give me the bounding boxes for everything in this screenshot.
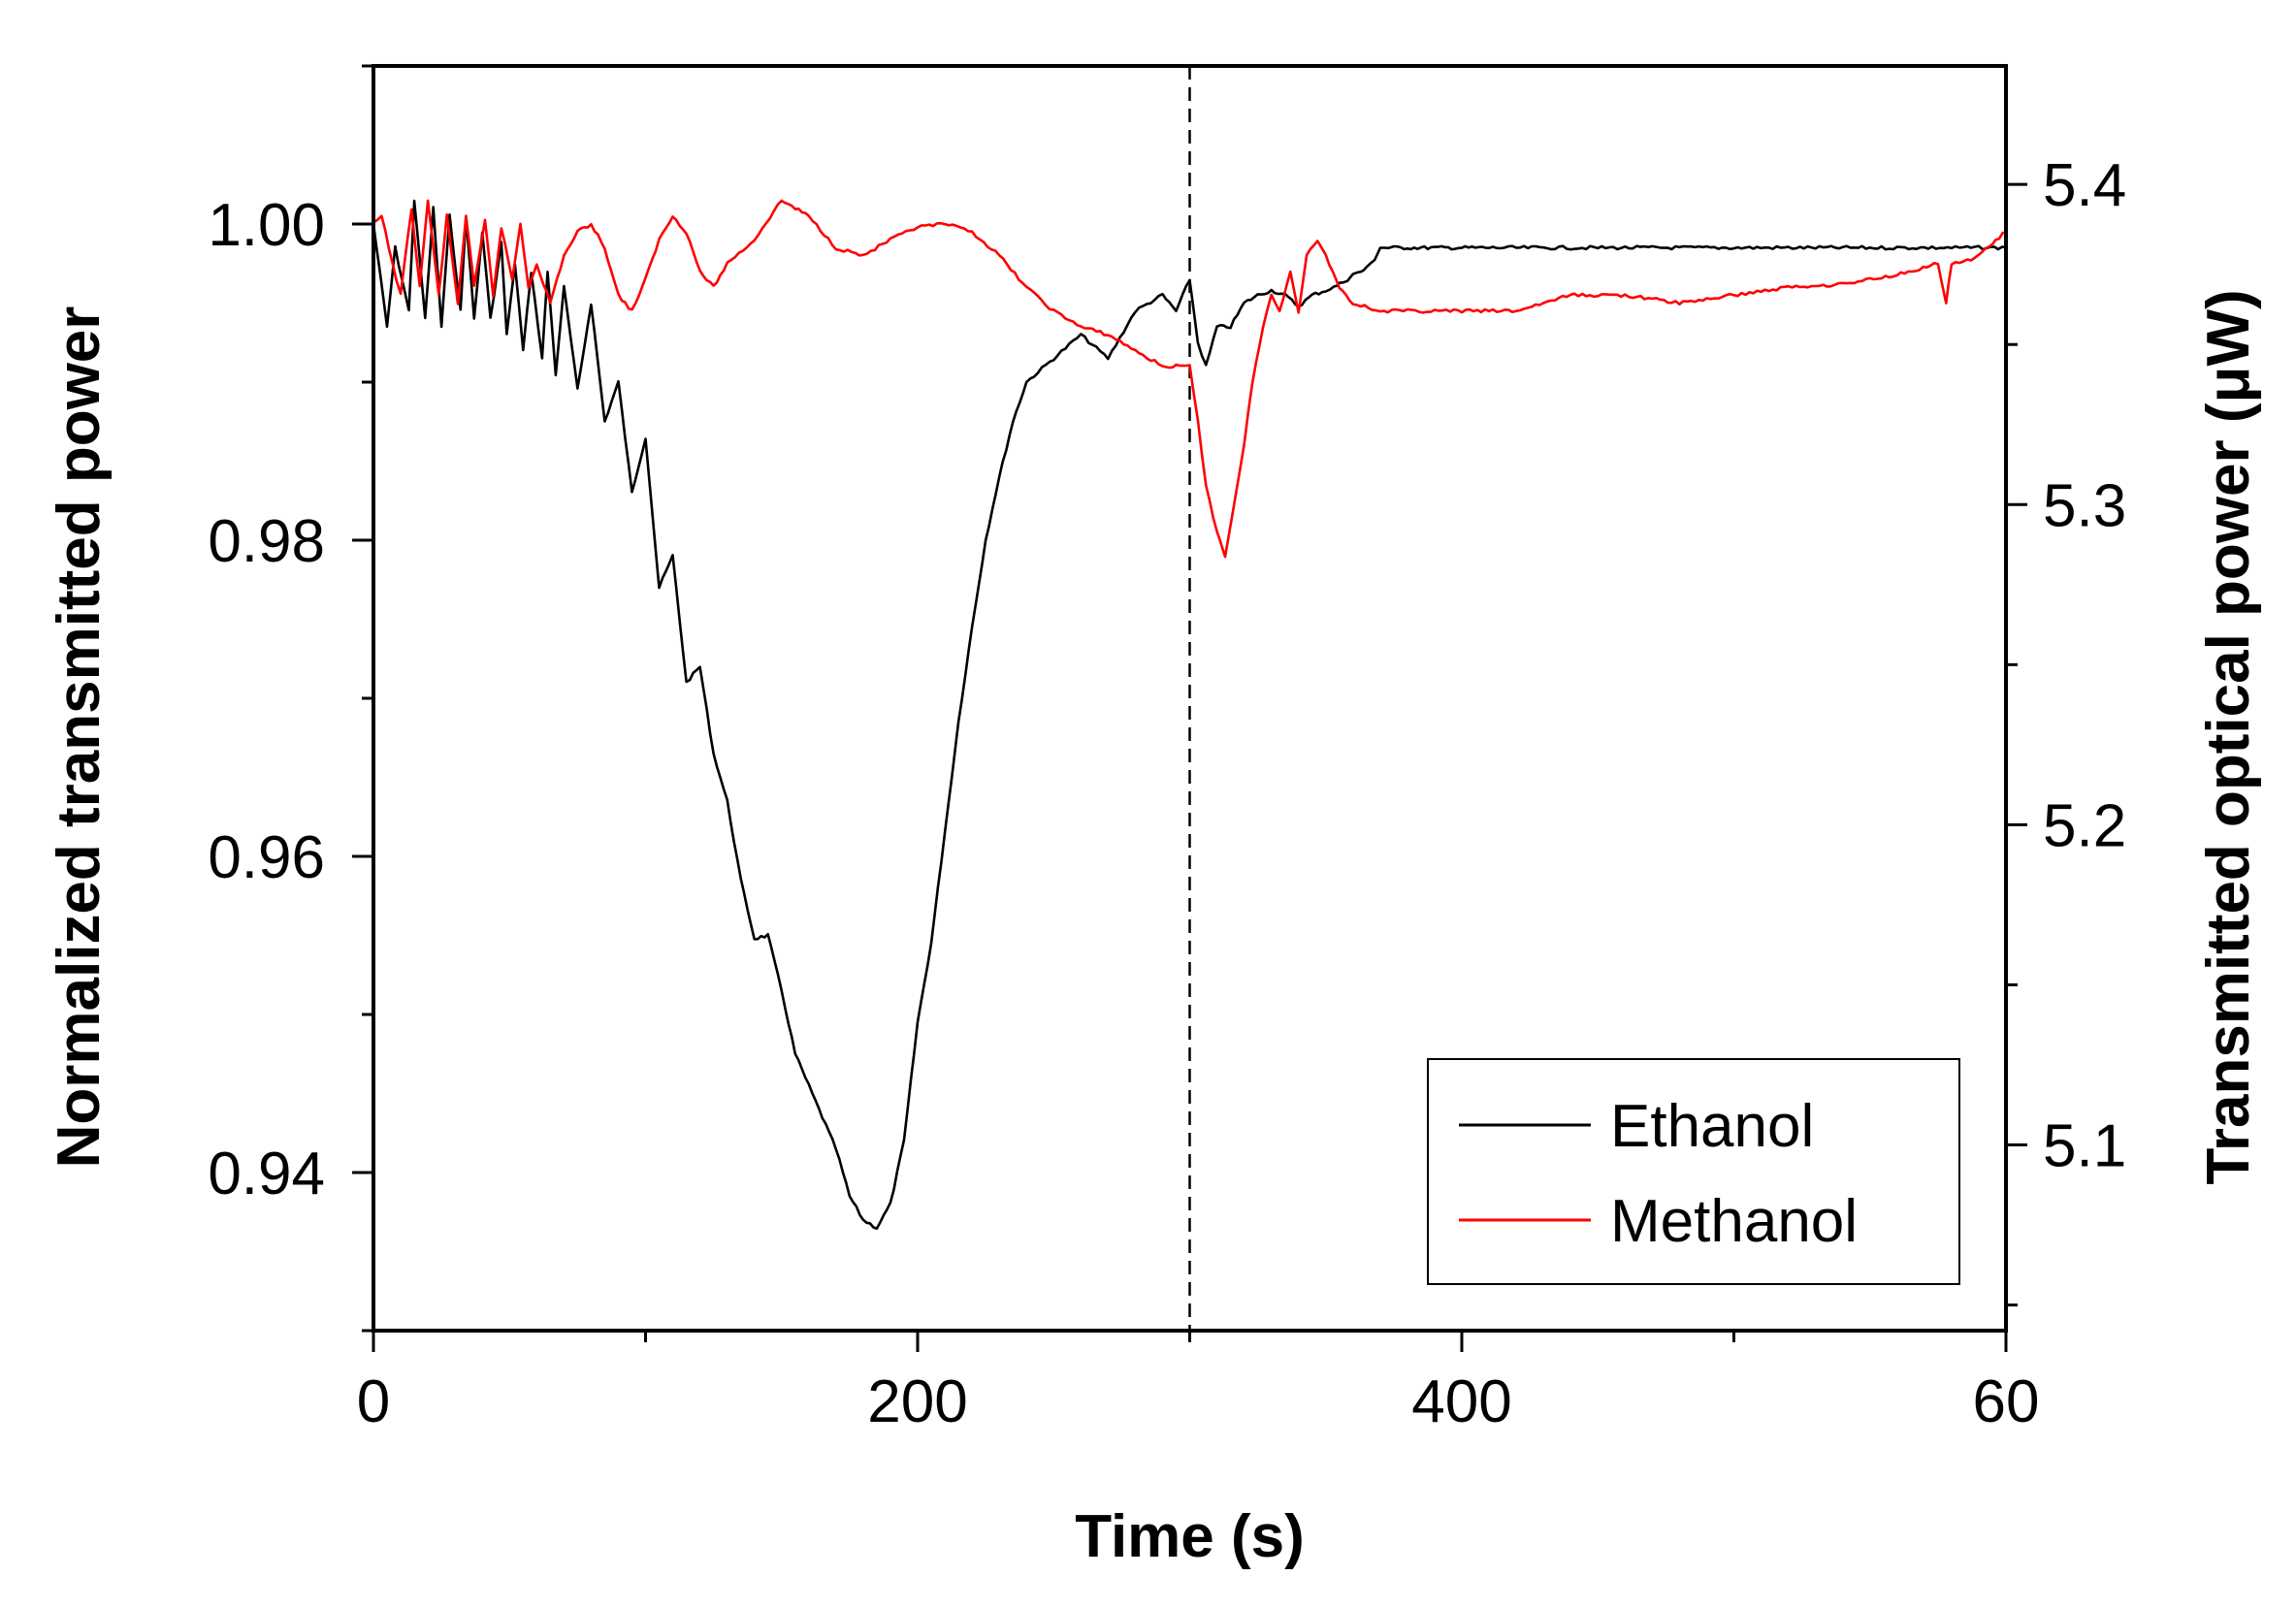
y-right-tick-label: 5.2 bbox=[2043, 792, 2126, 859]
legend-box bbox=[1427, 1058, 1960, 1285]
y-right-tick-label: 5.1 bbox=[2043, 1113, 2126, 1180]
legend-label-methanol: Methanol bbox=[1610, 1188, 1858, 1255]
y-right-tick-label: 5.3 bbox=[2043, 472, 2126, 539]
legend-label-ethanol: Ethanol bbox=[1610, 1093, 1814, 1160]
tick-layer bbox=[352, 64, 2027, 1352]
y-left-tick-label: 0.94 bbox=[208, 1141, 325, 1207]
y-left-tick-label: 1.00 bbox=[208, 192, 325, 259]
legend: Ethanol Methanol bbox=[1427, 1058, 1960, 1285]
series-line-ethanol bbox=[372, 199, 2007, 1231]
x-tick-label: 0 bbox=[357, 1368, 390, 1435]
x-axis-title: Time (s) bbox=[1075, 1503, 1305, 1570]
series-layer bbox=[372, 199, 2007, 1231]
x-tick-label: 200 bbox=[867, 1368, 967, 1435]
y-right-tick-label: 5.4 bbox=[2043, 152, 2126, 219]
label-layer: 0 200 400 60 0.94 0.96 0.98 1.00 5.1 5.2 5.3 5.4 bbox=[208, 152, 2126, 1435]
y-left-axis-title: Normalized transmitted power bbox=[46, 306, 113, 1169]
series-line-methanol bbox=[372, 199, 2007, 559]
x-tick-label: 60 bbox=[1973, 1368, 2040, 1435]
y-left-tick-label: 0.98 bbox=[208, 508, 325, 575]
y-right-axis-title: Transmitted optical power (μW) bbox=[2195, 289, 2262, 1184]
x-tick-label: 400 bbox=[1411, 1368, 1511, 1435]
y-left-tick-label: 0.96 bbox=[208, 824, 325, 891]
